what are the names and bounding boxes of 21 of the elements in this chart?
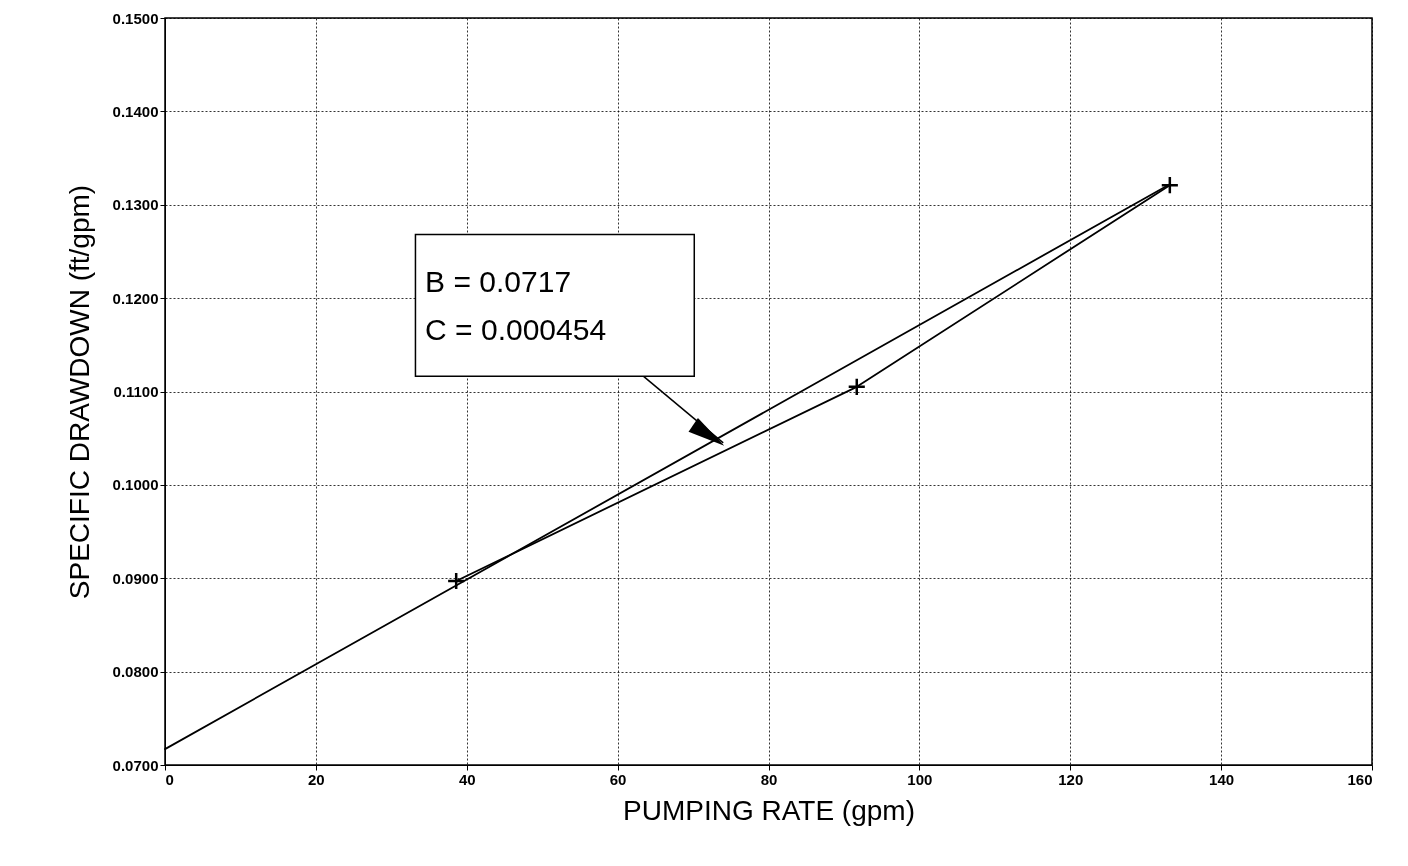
y-tick-label: 0.1300: [112, 196, 159, 214]
x-tick-label: 20: [308, 770, 325, 788]
x-tick-label: 140: [1209, 770, 1235, 788]
x-tick-label: 80: [760, 770, 778, 788]
y-tick-label: 0.1200: [112, 289, 159, 307]
y-tick-label: 0.0800: [112, 663, 159, 681]
x-tick-label: 40: [458, 770, 476, 788]
y-tick-label: 0.0900: [112, 569, 159, 587]
x-tick-label: 100: [907, 770, 933, 788]
y-tick-label: 0.1000: [112, 476, 159, 494]
y-tick-label: 0.0700: [112, 756, 159, 774]
y-tick-label: 0.1500: [112, 9, 159, 27]
x-tick-label: 60: [609, 770, 627, 788]
x-axis-title: PUMPING RATE (gpm): [623, 794, 915, 826]
x-tick-label: 120: [1058, 770, 1084, 788]
x-tick-label: 160: [1347, 770, 1373, 788]
y-tick-label: 0.1400: [112, 102, 159, 120]
y-tick-label: 0.1100: [113, 383, 159, 400]
y-axis-title: SPECIFIC DRAWDOWN (ft/gpm): [63, 184, 95, 600]
x-tick-label: 0: [165, 770, 174, 788]
annotation: B = 0.0717 C = 0.000454: [425, 265, 607, 347]
